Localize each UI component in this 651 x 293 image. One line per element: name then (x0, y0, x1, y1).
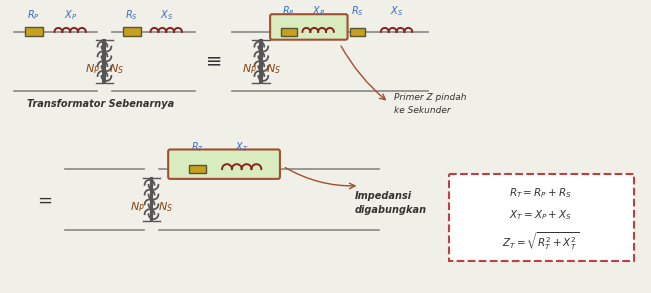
Bar (189, 165, 206, 173)
Text: Transformator Sebenarnya: Transformator Sebenarnya (27, 98, 174, 108)
Bar (281, 28, 297, 36)
Text: $R_P$: $R_P$ (27, 8, 40, 22)
Text: $X_P$: $X_P$ (64, 8, 77, 22)
Text: $N_S$: $N_S$ (109, 62, 124, 76)
Text: Impedansi: Impedansi (354, 190, 411, 200)
Text: $R_S$: $R_S$ (126, 8, 138, 22)
Text: ke Sekunder: ke Sekunder (394, 106, 450, 115)
Text: $R_T = R_P + R_S$: $R_T = R_P + R_S$ (509, 186, 572, 200)
Text: $N_P$: $N_P$ (242, 62, 257, 76)
Text: $X_P$: $X_P$ (312, 4, 325, 18)
Bar (350, 28, 365, 36)
Text: $R_S$: $R_S$ (351, 4, 364, 18)
Text: $N_S$: $N_S$ (158, 200, 173, 214)
Text: Primer Z pindah: Primer Z pindah (394, 93, 466, 102)
Bar (25, 28, 43, 36)
Text: $X_S$: $X_S$ (159, 8, 173, 22)
Text: $R_T$: $R_T$ (191, 141, 204, 154)
Text: $N_P$: $N_P$ (130, 200, 145, 214)
Text: $\equiv$: $\equiv$ (202, 52, 222, 71)
Text: $X_T = X_P + X_S$: $X_T = X_P + X_S$ (509, 208, 572, 222)
Text: $N_S$: $N_S$ (266, 62, 281, 76)
Text: $=$: $=$ (35, 190, 53, 209)
Text: $X_T$: $X_T$ (235, 141, 249, 154)
FancyBboxPatch shape (270, 14, 348, 40)
Text: $R_P$: $R_P$ (283, 4, 295, 18)
Text: digabungkan: digabungkan (354, 205, 426, 215)
Text: $Z_T = \sqrt{R_T^2 + X_T^2}$: $Z_T = \sqrt{R_T^2 + X_T^2}$ (502, 231, 579, 252)
FancyBboxPatch shape (168, 149, 280, 179)
Text: $N_P$: $N_P$ (85, 62, 100, 76)
Text: $X_S$: $X_S$ (390, 4, 403, 18)
FancyBboxPatch shape (449, 174, 634, 261)
Bar (123, 28, 141, 36)
